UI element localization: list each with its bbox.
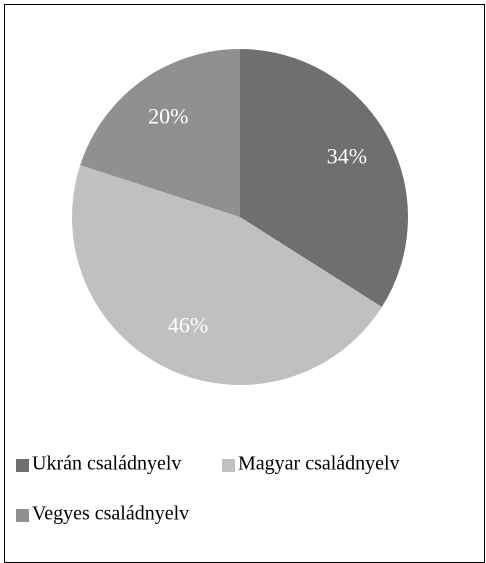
legend-swatch bbox=[16, 459, 29, 472]
legend-swatch bbox=[222, 459, 235, 472]
data-label: 34% bbox=[327, 143, 367, 168]
data-label: 46% bbox=[168, 312, 208, 337]
pie-slice bbox=[72, 165, 382, 385]
legend-swatch bbox=[16, 509, 29, 522]
legend-label: Vegyes családnyelv bbox=[32, 503, 189, 525]
legend-label: Ukrán családnyelv bbox=[32, 453, 181, 475]
pie-slice bbox=[240, 49, 408, 308]
legend-label: Magyar családnyelv bbox=[238, 453, 400, 475]
data-label: 20% bbox=[148, 103, 188, 128]
pie-slice bbox=[80, 49, 240, 217]
